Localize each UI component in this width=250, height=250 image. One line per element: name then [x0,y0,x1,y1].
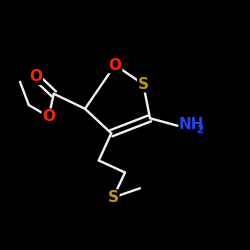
Text: NH: NH [179,117,204,132]
Text: S: S [138,77,149,92]
Text: O: O [42,109,55,124]
Text: O: O [108,58,122,72]
Text: S: S [108,190,119,205]
Text: O: O [29,69,42,84]
Text: 2: 2 [196,125,203,135]
